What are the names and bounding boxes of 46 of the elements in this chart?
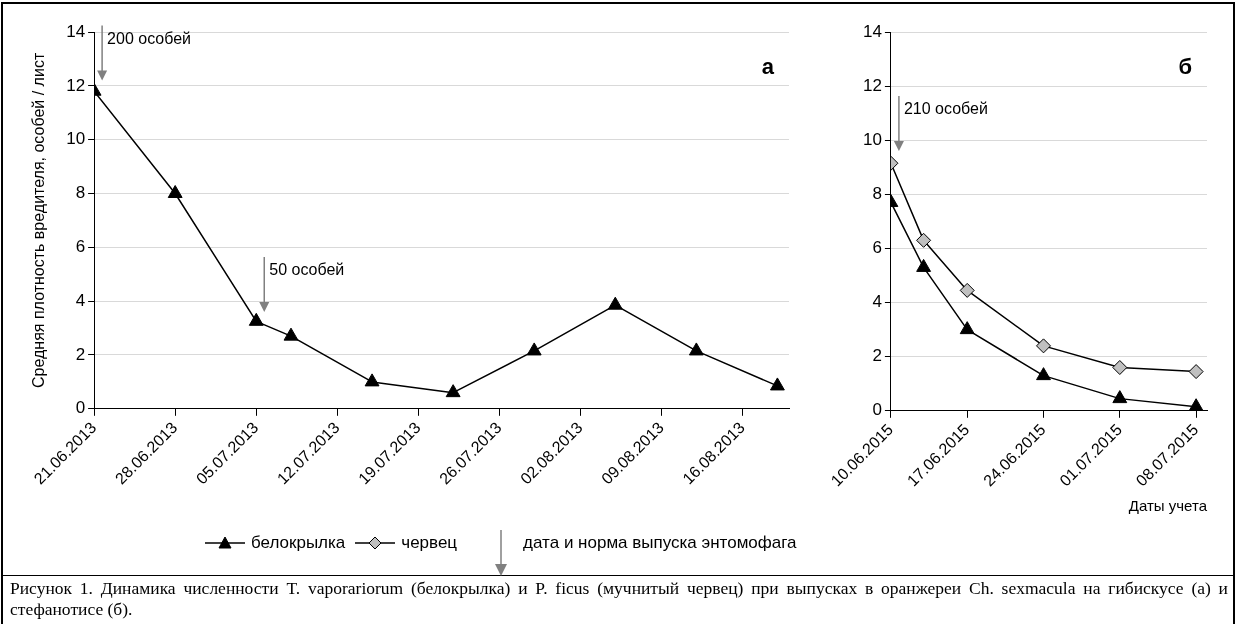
point [283,327,299,341]
y-tick-label: 10 [862,129,882,149]
text: а [761,54,775,80]
point [959,321,975,335]
y-tick-label: 12 [862,75,882,95]
point [688,342,704,356]
y-tick-label: 0 [872,400,882,420]
point [959,282,975,298]
y-tick-label: 6 [872,238,882,258]
point [1188,398,1204,411]
y-tick-label: 12 [66,75,86,95]
point [1036,338,1052,354]
point [1188,364,1204,380]
y-tick-label: 8 [75,183,86,203]
legend-label: белокрылка [251,533,346,553]
point [526,342,542,356]
y-tick-label: 2 [75,344,86,364]
legend-label: червец [401,533,458,553]
point [916,258,932,272]
y-tick-label: 14 [66,21,86,41]
annotation: 210 особей [903,100,988,118]
y-tick-label: 6 [75,237,86,256]
point [769,377,785,391]
y-tick-label: 8 [872,184,882,204]
point [1112,390,1128,404]
point [445,384,461,398]
y-tick-label: 2 [872,346,882,366]
y-tick-label: 4 [872,292,882,312]
point [1112,360,1128,376]
y-axis-title: Средняя плотность вредителя, особей / лист [30,52,48,388]
point [167,184,183,198]
annotation: 200 особей [107,29,192,47]
text: Рисунок 1. Динамика численности T. vaporariorum (белокрылка) и P. ficus (мучнитый червец) при выпусках в оранжереи Ch. sexmacula на гибискусе (а) и стефанотисе (б). [10,578,1228,620]
point [607,296,623,310]
point [364,373,380,387]
y-tick-label: 0 [75,398,86,418]
text: дата и норма выпуска энтомофага [523,533,797,553]
y-tick-label: 4 [75,290,86,310]
text: б [1178,54,1192,80]
point [248,312,264,326]
annotation: 50 особей [269,261,345,279]
x-axis-title: Даты учета [1128,497,1208,515]
y-tick-label: 10 [66,129,86,149]
y-tick-label: 14 [862,21,882,41]
point [916,232,932,248]
point [1036,367,1051,381]
